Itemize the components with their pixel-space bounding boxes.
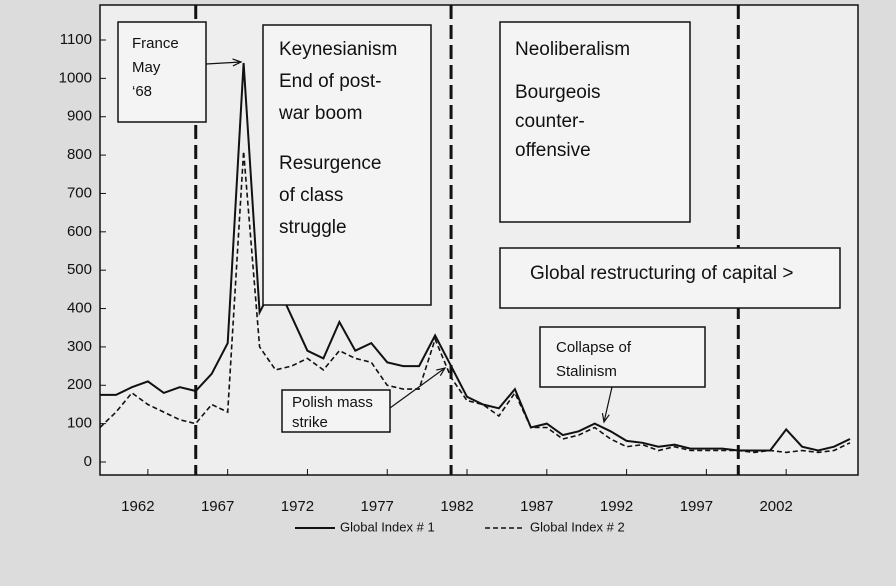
annotation-text: counter- xyxy=(515,111,585,132)
annotation-box xyxy=(281,389,391,433)
annotation-text: of class xyxy=(279,185,343,206)
annotation-box xyxy=(262,24,432,306)
y-tick-label: 1000 xyxy=(59,69,92,86)
annotation-text: Polish mass xyxy=(292,394,373,411)
x-tick-label: 1977 xyxy=(361,498,394,515)
annotation-text: Global restructuring of capital > xyxy=(530,263,794,284)
annotation-text: France xyxy=(132,35,179,52)
y-tick-label: 200 xyxy=(67,376,92,393)
x-tick-label: 1962 xyxy=(121,498,154,515)
arrow xyxy=(389,367,446,409)
y-tick-label: 600 xyxy=(67,223,92,240)
x-tick-label: 1997 xyxy=(680,498,713,515)
y-tick-label: 400 xyxy=(67,300,92,317)
y-tick-label: 900 xyxy=(67,108,92,125)
arrow-head xyxy=(436,367,447,377)
y-tick-label: 700 xyxy=(67,184,92,201)
annotation-text: war boom xyxy=(278,103,362,124)
y-tick-label: 300 xyxy=(67,338,92,355)
plot-frame xyxy=(99,4,859,476)
y-tick-label: 500 xyxy=(67,261,92,278)
x-tick-label: 1982 xyxy=(440,498,473,515)
y-tick-label: 0 xyxy=(84,453,92,470)
series-line xyxy=(100,62,851,452)
annotation-text: Keynesianism xyxy=(279,39,397,60)
annotation-text: End of post- xyxy=(279,71,381,92)
annotation-text: strike xyxy=(292,414,328,431)
arrow-head xyxy=(601,413,610,424)
annotation-text: offensive xyxy=(515,140,591,161)
annotation-box xyxy=(117,21,207,123)
arrow xyxy=(205,61,242,65)
x-tick-label: 1967 xyxy=(201,498,234,515)
y-tick-label: 1100 xyxy=(60,31,92,48)
arrow xyxy=(603,386,613,423)
y-tick-label: 100 xyxy=(67,415,92,432)
annotation-text: struggle xyxy=(279,217,347,238)
annotation-text: ‘68 xyxy=(132,83,152,100)
arrow-head xyxy=(232,58,243,67)
annotation-text: Bourgeois xyxy=(515,82,601,103)
annotation-box xyxy=(499,247,841,309)
legend-label: Global Index # 2 xyxy=(530,519,625,534)
annotation-text: Collapse of xyxy=(556,339,632,356)
annotation-box xyxy=(499,21,691,223)
legend-label: Global Index # 1 xyxy=(340,519,435,534)
annotation-box xyxy=(539,326,706,388)
annotation-text: Resurgence xyxy=(279,153,381,174)
y-tick-label: 800 xyxy=(67,146,92,163)
annotation-text: Neoliberalism xyxy=(515,39,630,60)
series-line xyxy=(99,151,851,454)
x-tick-label: 2002 xyxy=(759,498,792,515)
annotation-text: Stalinism xyxy=(556,363,617,380)
x-tick-label: 1987 xyxy=(520,498,553,515)
annotation-text: May xyxy=(132,59,161,76)
x-tick-label: 1992 xyxy=(600,498,633,515)
x-tick-label: 1972 xyxy=(281,498,314,515)
